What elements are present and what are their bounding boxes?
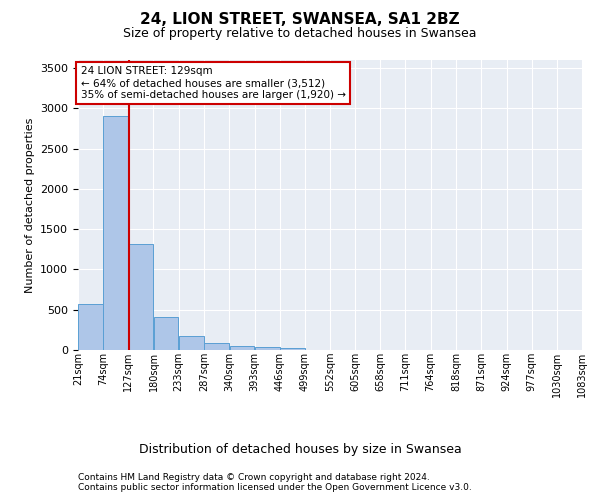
- Bar: [205, 343, 229, 350]
- Bar: [280, 348, 305, 350]
- Bar: [128, 244, 154, 350]
- Text: Size of property relative to detached houses in Swansea: Size of property relative to detached ho…: [123, 28, 477, 40]
- Bar: [254, 347, 280, 350]
- Text: Distribution of detached houses by size in Swansea: Distribution of detached houses by size …: [139, 442, 461, 456]
- Text: Contains HM Land Registry data © Crown copyright and database right 2024.: Contains HM Land Registry data © Crown c…: [78, 472, 430, 482]
- Bar: [78, 304, 103, 350]
- Text: 24 LION STREET: 129sqm
← 64% of detached houses are smaller (3,512)
35% of semi-: 24 LION STREET: 129sqm ← 64% of detached…: [80, 66, 346, 100]
- Text: Contains public sector information licensed under the Open Government Licence v3: Contains public sector information licen…: [78, 482, 472, 492]
- Bar: [230, 346, 254, 350]
- Text: 24, LION STREET, SWANSEA, SA1 2BZ: 24, LION STREET, SWANSEA, SA1 2BZ: [140, 12, 460, 28]
- Y-axis label: Number of detached properties: Number of detached properties: [25, 118, 35, 292]
- Bar: [179, 336, 203, 350]
- Bar: [154, 316, 178, 350]
- Bar: [103, 116, 128, 350]
